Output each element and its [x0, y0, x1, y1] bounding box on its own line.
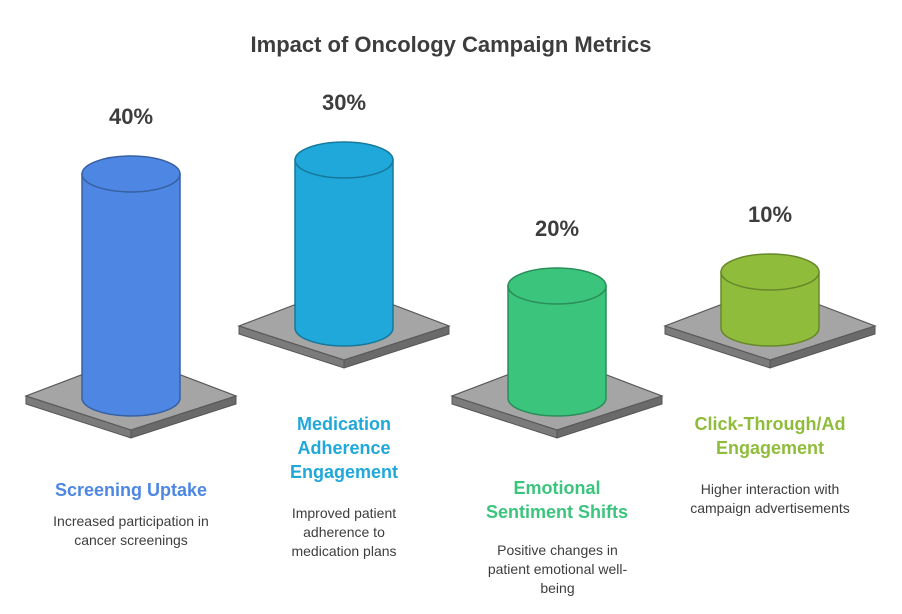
- category-description-3: Positive changes in patient emotional we…: [487, 542, 628, 596]
- value-label-3: 20%: [534, 216, 580, 241]
- bar-top-1: [81, 155, 181, 193]
- bar-1: [81, 173, 181, 417]
- bar-top-2: [294, 141, 394, 179]
- value-label-2: 30%: [321, 90, 367, 115]
- bar-top-3: [507, 267, 607, 305]
- category-description-4: Higher interaction with campaign adverti…: [690, 481, 850, 516]
- category-label-4: Click-Through/Ad Engagement: [694, 414, 846, 458]
- category-label-2: Medication Adherence Engagement: [289, 414, 399, 482]
- category-description-2: Improved patient adherence to medication…: [291, 505, 397, 559]
- chart-title: Impact of Oncology Campaign Metrics: [250, 32, 652, 57]
- value-label-4: 10%: [747, 202, 793, 227]
- bar-4: [720, 271, 820, 347]
- bar-top-4: [720, 253, 820, 291]
- bar-3: [507, 285, 607, 417]
- value-label-1: 40%: [108, 104, 154, 129]
- category-label-3: Emotional Sentiment Shifts: [485, 478, 628, 522]
- bar-2: [294, 159, 394, 347]
- category-description-1: Increased participation in cancer screen…: [53, 513, 209, 548]
- category-label-1: Screening Uptake: [54, 480, 208, 500]
